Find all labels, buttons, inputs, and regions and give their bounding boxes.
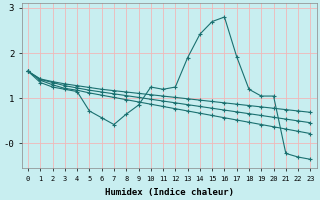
X-axis label: Humidex (Indice chaleur): Humidex (Indice chaleur)	[105, 188, 234, 197]
